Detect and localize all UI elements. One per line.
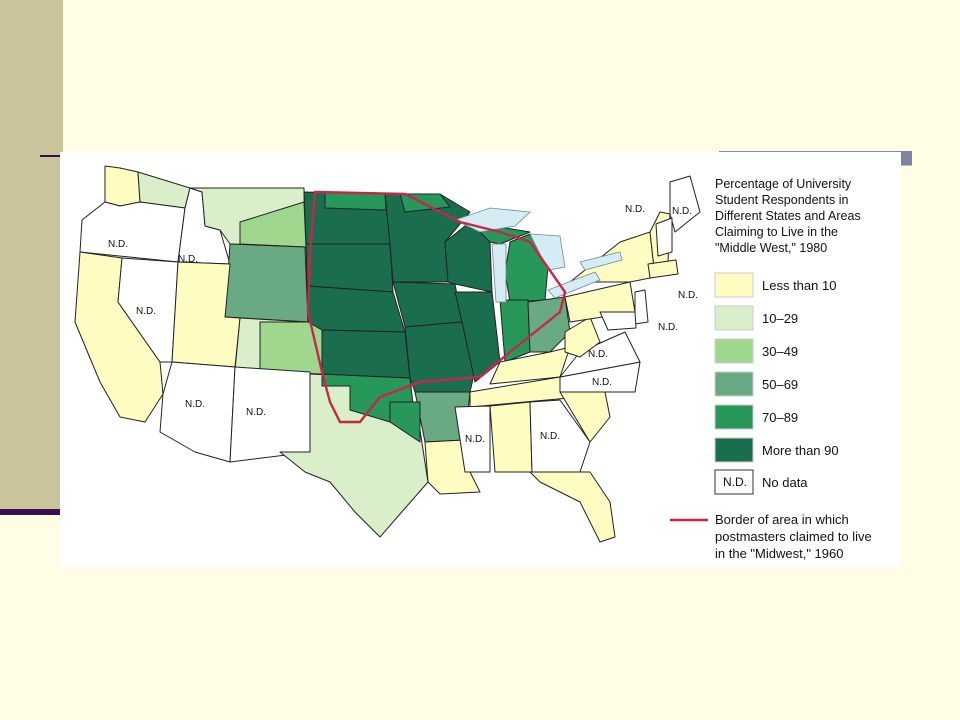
state-arkansas-west: [389, 401, 421, 443]
nd-label-virginia: N.D.: [588, 349, 608, 360]
nd-label-idaho: N.D.: [178, 254, 198, 265]
legend: Percentage of University Student Respond…: [670, 177, 872, 561]
nd-label-new-mexico: N.D.: [246, 407, 266, 418]
slide-side-bar: [0, 0, 63, 512]
legend-label-1: 10–29: [762, 311, 798, 326]
legend-border-line-2: postmasters claimed to live: [715, 529, 872, 544]
legend-title-line-2: Student Respondents in: [715, 193, 848, 207]
nd-label-mississippi: N.D.: [465, 434, 485, 445]
legend-swatch-4: [714, 404, 754, 430]
state-kentucky: [489, 346, 571, 385]
state-oregon: [79, 201, 186, 263]
legend-swatch-5: [714, 437, 754, 463]
nd-label-maryland: N.D.: [658, 322, 678, 333]
state-maine: [669, 175, 701, 233]
nd-label-arizona: N.D.: [185, 399, 205, 410]
slide-rule-short: [40, 155, 64, 157]
state-arizona: [159, 361, 236, 463]
state-indiana: [499, 299, 531, 363]
nd-label-georgia: N.D.: [540, 431, 560, 442]
legend-label-2: 30–49: [762, 344, 798, 359]
nd-label-new-jersey: N.D.: [678, 290, 698, 301]
legend-swatch-6: [714, 469, 754, 495]
state-alabama: [489, 401, 533, 473]
state-north-dakota-north: [324, 191, 387, 211]
slide-rule-right-dark: [898, 151, 912, 165]
state-georgia: [529, 399, 591, 473]
nd-label-maine: N.D.: [672, 206, 692, 217]
legend-label-6: No data: [762, 475, 808, 490]
state-nebraska: [306, 285, 406, 333]
state-mass-ct: [647, 259, 679, 279]
state-nh-vt: [655, 217, 673, 257]
legend-swatch-0: [714, 272, 754, 298]
nd-label-oregon: N.D.: [108, 239, 128, 250]
legend-label-4: 70–89: [762, 410, 798, 425]
state-kansas: [321, 329, 411, 379]
state-maryland: [599, 311, 637, 331]
legend-border-line-3: in the "Midwest," 1960: [715, 546, 843, 561]
state-new-mexico: [229, 366, 311, 463]
legend-title-line-4: Claiming to Live in the: [715, 225, 838, 239]
legend-label-3: 50–69: [762, 377, 798, 392]
state-virginia: [559, 331, 641, 378]
lake-michigan: [491, 243, 507, 303]
state-south-dakota: [305, 243, 394, 293]
legend-swatch-6-text: N.D.: [723, 475, 747, 489]
legend-swatch-1: [714, 305, 754, 331]
lake-ontario: [579, 251, 623, 271]
state-florida: [529, 471, 616, 543]
state-new-jersey: [634, 289, 649, 325]
nd-label-vermont: N.D.: [625, 204, 645, 215]
legend-swatch-2: [714, 338, 754, 364]
state-ohio: [527, 296, 571, 353]
nd-label-nevada: N.D.: [136, 306, 156, 317]
legend-title-line-3: Different States and Areas: [715, 209, 861, 223]
state-nevada: [117, 257, 179, 363]
state-mississippi: [454, 405, 491, 473]
map-panel: N.D. N.D. N.D. N.D. N.D. N.D. N.D. N.D. …: [60, 152, 901, 566]
legend-title-line-1: Percentage of University: [715, 177, 852, 191]
legend-border-line-1: Border of area in which: [715, 512, 849, 527]
state-iowa: [392, 281, 463, 328]
legend-label-5: More than 90: [762, 443, 839, 458]
legend-title-line-5: "Middle West," 1980: [715, 241, 827, 255]
legend-label-0: Less than 10: [762, 278, 836, 293]
midwest-1960-border: [306, 190, 567, 424]
state-wyoming: [224, 243, 309, 323]
legend-swatch-3: [714, 371, 754, 397]
state-washington: [104, 165, 141, 207]
lake-erie: [547, 271, 601, 299]
nd-label-north-carolina: N.D.: [592, 377, 612, 388]
us-map: N.D. N.D. N.D. N.D. N.D. N.D. N.D. N.D. …: [74, 165, 872, 561]
slide-rule-dark: [0, 509, 70, 515]
